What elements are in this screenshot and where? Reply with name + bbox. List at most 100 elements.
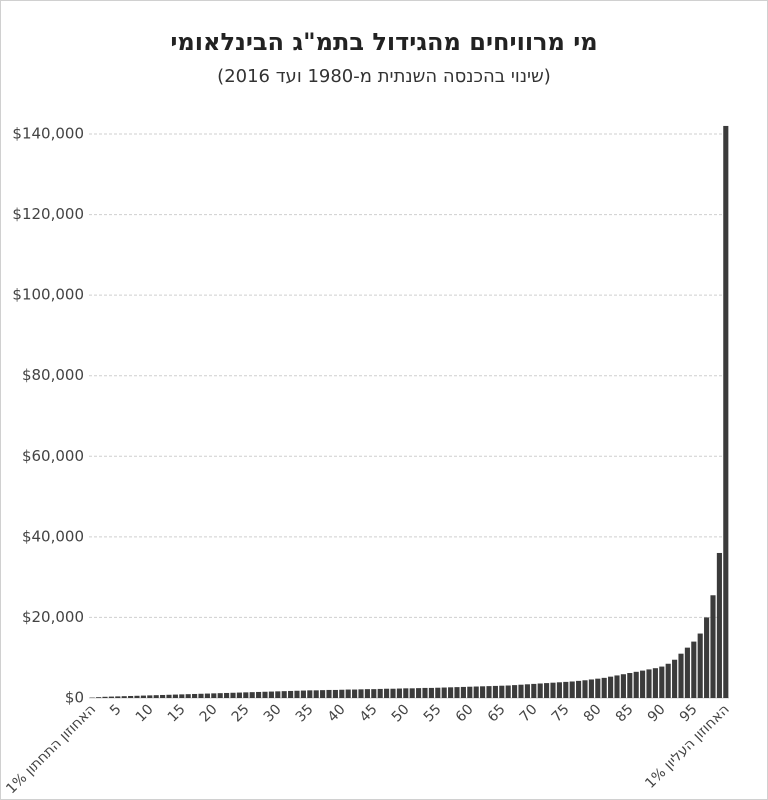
bar [134,695,140,698]
bar [345,689,351,698]
bar [326,689,332,698]
y-tick-label: $120,000 [12,205,84,223]
bar [467,686,473,698]
bar [499,685,505,698]
bar [640,670,646,698]
bar [716,552,722,698]
bar [147,695,153,698]
bar [492,685,498,698]
bar [537,683,543,698]
bar [288,690,294,698]
bar [652,668,658,698]
bar [211,693,217,698]
bar [486,686,492,698]
bar [294,690,300,698]
bar [396,688,402,698]
chart-title: מי מרוויחים מהגידול בתמ"ג הבינלאומי [170,28,597,56]
bar [633,671,639,698]
chart-subtitle: (שינוי בהכנסה השנתית מ-1980 ועד 2016) [217,66,551,87]
bar [588,679,594,698]
bar [524,684,530,698]
bar [198,693,204,698]
bar [627,673,633,698]
bar [153,695,159,698]
bar [723,125,729,698]
bar [473,686,479,698]
bar [172,694,178,698]
bar [659,666,665,698]
bar [268,691,274,698]
bar [179,694,185,698]
bar [697,633,703,698]
bar [371,689,377,698]
bar [377,688,383,698]
bar [217,693,223,698]
bar [358,689,364,698]
bar [140,695,146,698]
bar [352,689,358,698]
bar [505,685,511,698]
bar [224,692,230,698]
bar [531,683,537,698]
bar [601,677,607,698]
bar [96,697,102,698]
bar [614,675,620,698]
bar [544,683,550,698]
bar [672,659,678,698]
bar [435,687,441,698]
bar [441,687,447,698]
y-tick-label: $80,000 [22,366,84,384]
bar [160,694,166,698]
bar [710,595,716,698]
bar [576,680,582,698]
bar [460,686,466,698]
bar [236,692,242,698]
bar [115,696,121,698]
bar [230,692,236,698]
bar [166,694,172,698]
bar [307,690,313,698]
bar [339,689,345,698]
bar [121,696,127,698]
bar [448,687,454,698]
bar [550,682,556,698]
bar [249,692,255,698]
bar [691,641,697,698]
y-tick-label: $100,000 [12,286,84,304]
bar [256,691,262,698]
y-tick-label: $40,000 [22,527,84,545]
bar [428,687,434,698]
bar [556,682,562,698]
bar [192,693,198,698]
bar [102,696,108,698]
bar [422,687,428,698]
bar [204,693,210,698]
bar [454,687,460,698]
bar [332,689,338,698]
bar [480,686,486,698]
bar [595,678,601,698]
y-tick-label: $60,000 [22,447,84,465]
bar [243,692,249,698]
bar [684,647,690,698]
bar [185,694,191,698]
bar [313,690,319,698]
bar [608,676,614,698]
bar [704,617,710,698]
bar [108,696,114,698]
bar [620,674,626,698]
y-tick-label: $20,000 [22,608,84,626]
bar [281,691,287,698]
bar [665,663,671,698]
y-tick-label: $0 [65,689,84,707]
y-tick-label: $140,000 [12,125,84,143]
bar [128,695,134,698]
bar [364,689,370,698]
bar [390,688,396,698]
bar [262,691,268,698]
bar [300,690,306,698]
bar [416,688,422,698]
bar [646,669,652,698]
